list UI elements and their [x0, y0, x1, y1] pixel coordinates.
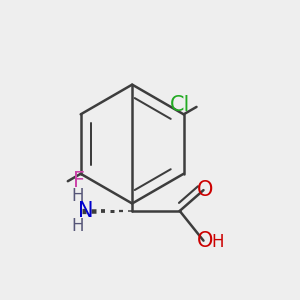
Text: F: F [73, 171, 85, 191]
Text: Cl: Cl [170, 95, 190, 116]
Text: H: H [71, 187, 83, 205]
Text: O: O [197, 231, 213, 251]
Text: N: N [78, 201, 94, 221]
Text: H: H [212, 233, 224, 251]
Text: H: H [71, 217, 83, 235]
Text: O: O [197, 180, 213, 200]
